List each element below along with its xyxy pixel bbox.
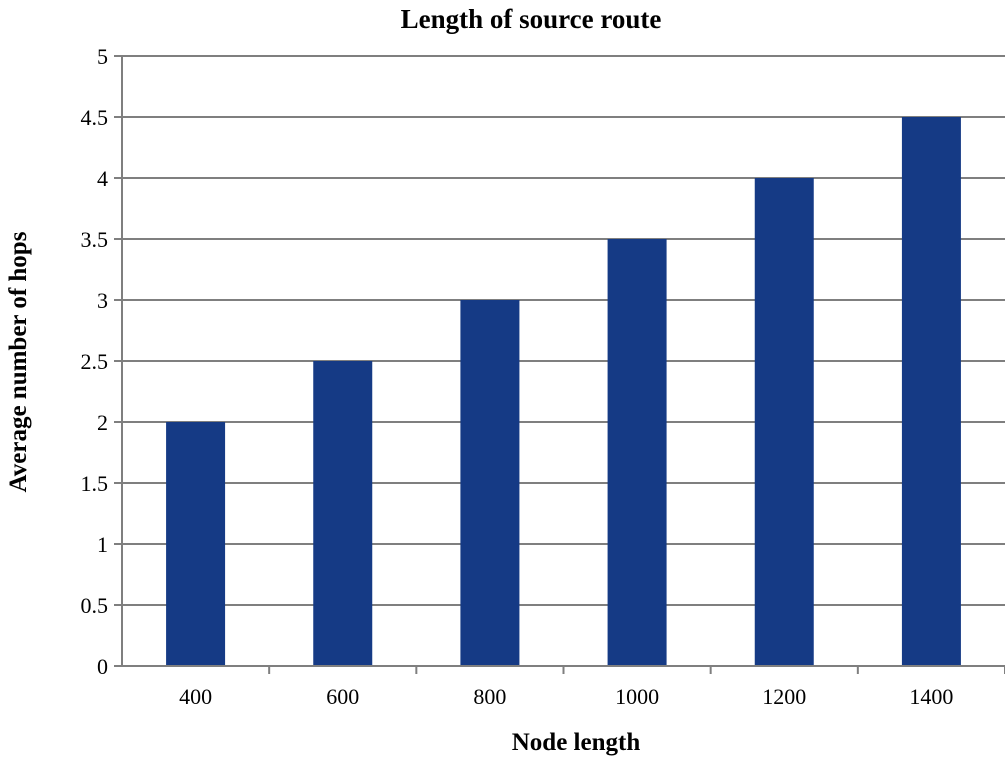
y-tick-label: 1.5 (81, 471, 109, 496)
y-axis-label: Average number of hops (5, 231, 32, 492)
gridlines (122, 55, 1005, 606)
y-tick-label: 5 (97, 44, 108, 69)
bar-1400 (901, 117, 961, 666)
bars (166, 117, 961, 666)
x-tick-label: 400 (179, 684, 212, 709)
x-axis-ticks: 400 600 800 1000 1200 1400 (179, 666, 1005, 709)
bar-1200 (754, 178, 814, 666)
y-tick-label: 0 (97, 654, 108, 679)
chart-title: Length of source route (401, 4, 662, 34)
y-tick-label: 3.5 (81, 227, 109, 252)
y-tick-label: 1 (97, 532, 108, 557)
x-tick-label: 1400 (909, 684, 953, 709)
x-tick-label: 1200 (762, 684, 806, 709)
y-tick-label: 3 (97, 288, 108, 313)
x-tick-label: 800 (473, 684, 506, 709)
x-tick-label: 1000 (615, 684, 659, 709)
x-tick-label: 600 (326, 684, 359, 709)
y-tick-label: 4.5 (81, 105, 109, 130)
y-tick-label: 2 (97, 410, 108, 435)
y-tick-label: 0.5 (81, 593, 109, 618)
bar-1000 (607, 239, 667, 666)
y-tick-label: 4 (97, 166, 108, 191)
x-axis-label: Node length (512, 729, 641, 756)
y-axis-ticks: 0 0.5 1 1.5 2 2.5 3 3.5 4 4.5 5 (81, 44, 122, 679)
bar-400 (166, 422, 226, 666)
bar-600 (313, 361, 373, 666)
bar-800 (460, 300, 520, 666)
y-tick-label: 2.5 (81, 349, 109, 374)
